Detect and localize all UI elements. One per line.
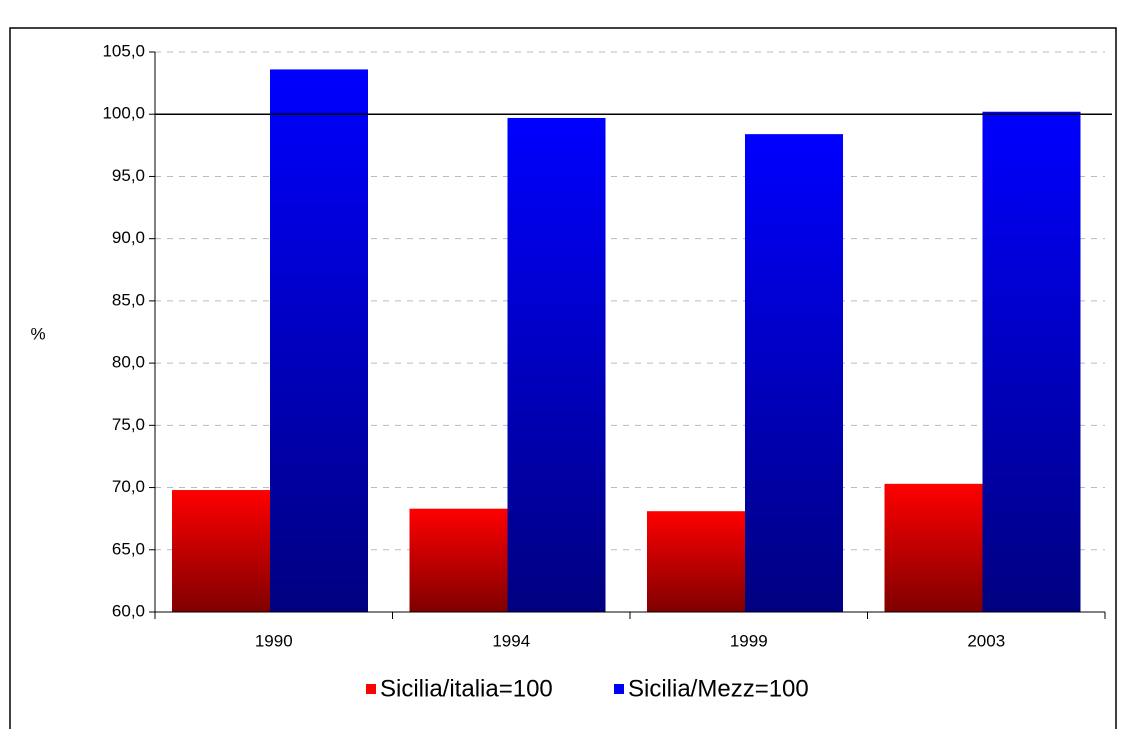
y-tick-label: 100,0 [102,104,145,123]
y-tick-label: 70,0 [112,477,145,496]
bar [270,69,368,612]
y-tick-label: 105,0 [102,41,145,60]
bar [884,483,983,612]
y-tick-label: 80,0 [112,353,145,372]
y-tick-label: 65,0 [112,539,145,558]
y-tick-label: 60,0 [112,601,145,620]
legend-label: Sicilia/Mezz=100 [628,675,809,702]
bar [745,134,843,612]
legend-swatch [366,684,376,694]
x-tick-label: 1994 [492,631,530,650]
bar [409,508,508,612]
bar [982,111,1081,612]
bar [647,511,745,612]
y-tick-label: 75,0 [112,415,145,434]
x-tick-label: 2003 [967,631,1005,650]
legend-swatch [614,684,624,694]
x-tick-label: 1990 [255,631,293,650]
y-tick-label: 85,0 [112,290,145,309]
chart-frame [9,27,1117,729]
y-axis-label: % [30,324,45,343]
bar [507,117,606,612]
y-tick-label: 90,0 [112,228,145,247]
x-tick-label: 1999 [730,631,768,650]
y-tick-label: 95,0 [112,166,145,185]
legend-label: Sicilia/italia=100 [380,675,553,702]
bar [172,490,270,612]
